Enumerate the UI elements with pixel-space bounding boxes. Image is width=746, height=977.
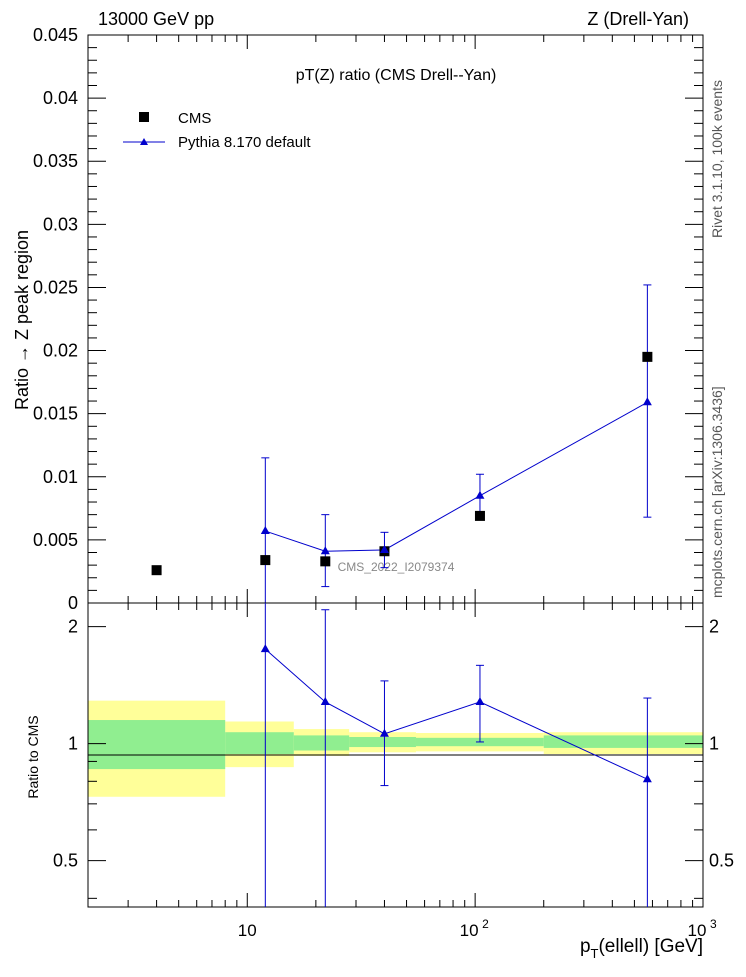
- y-tick-label: 0.045: [33, 25, 78, 45]
- pythia-point: [475, 490, 485, 499]
- y-tick-label: 0.015: [33, 404, 78, 424]
- uncertainty-band-inner: [543, 735, 703, 748]
- ratio-y-axis-label: Ratio to CMS: [25, 715, 41, 798]
- ratio-x-ticks: 10 10 2 10 3: [87, 603, 717, 940]
- main-y-axis-label: Ratio → Z peak region: [12, 230, 32, 410]
- ratio-point: [320, 696, 330, 705]
- legend-cms-marker: [139, 112, 149, 122]
- x-tick-label-exponent: 3: [710, 917, 717, 931]
- main-y-ticks: 0 0.005 0.01 0.015 0.02 0.025 0.03 0.035 0.04 0.0…: [33, 25, 703, 613]
- ratio-bands: [88, 700, 703, 797]
- y-tick-label: 0: [68, 593, 78, 613]
- pythia-point: [379, 544, 389, 553]
- pythia-point: [642, 397, 652, 406]
- cms-point: [320, 556, 331, 567]
- ratio-y-ticks: 0.5 0.5 1 1 2 2: [53, 617, 734, 899]
- y-tick-label: 0.04: [43, 88, 78, 108]
- uncertainty-band-inner: [293, 735, 350, 751]
- cms-point: [642, 351, 653, 362]
- x-tick-label-exponent: 2: [482, 917, 489, 931]
- x-tick-label: 10: [460, 921, 479, 940]
- uncertainty-band-inner: [225, 732, 294, 755]
- cms-point: [474, 510, 485, 521]
- ratio-y-tick-label-right: 2: [709, 617, 719, 637]
- main-x-ticks: [87, 35, 694, 603]
- ratio-y-tick-label: 2: [68, 617, 78, 637]
- rivet-label: Rivet 3.1.10, 100k events: [709, 80, 725, 238]
- main-panel: 0 0.005 0.01 0.015 0.02 0.025 0.03 0.035 0.04 0.0…: [12, 25, 704, 613]
- x-axis-label-rest: (ellell) [GeV]: [598, 936, 703, 957]
- x-tick-label: 10: [688, 921, 707, 940]
- uncertainty-band-inner: [349, 737, 416, 748]
- legend-pythia-label: Pythia 8.170 default: [178, 134, 311, 151]
- x-tick-label: 10: [238, 921, 257, 940]
- y-tick-label: 0.01: [43, 467, 78, 487]
- cms-point: [260, 555, 271, 566]
- source-label: mcplots.cern.ch [arXiv:1306.3436]: [709, 386, 725, 598]
- ratio-y-tick-label-right: 0.5: [709, 851, 734, 871]
- legend-pythia-marker: [140, 138, 148, 145]
- main-series: [151, 284, 653, 604]
- ratio-point: [260, 644, 270, 653]
- x-axis-label: pT(ellell) [GeV]: [580, 936, 703, 961]
- pythia-point: [260, 526, 270, 535]
- ratio-y-tick-label: 1: [68, 734, 78, 754]
- x-axis-label-p: p: [580, 936, 591, 957]
- analysis-watermark: CMS_2022_I2079374: [338, 560, 455, 574]
- legend: CMS Pythia 8.170 default: [123, 110, 311, 151]
- ratio-y-tick-label-right: 1: [709, 734, 719, 754]
- pythia-point: [320, 546, 330, 555]
- header-left: 13000 GeV pp: [98, 9, 214, 29]
- ratio-series: [260, 603, 652, 907]
- ratio-point: [379, 728, 389, 737]
- ratio-y-tick-label: 0.5: [53, 851, 78, 871]
- ratio-point: [475, 696, 485, 705]
- chart-title: pT(Z) ratio (CMS Drell--Yan): [296, 67, 497, 84]
- header-right: Z (Drell-Yan): [587, 9, 689, 29]
- ratio-frame: [87, 602, 704, 908]
- y-tick-label: 0.03: [43, 214, 78, 234]
- y-tick-label: 0.005: [33, 530, 78, 550]
- ratio-point: [642, 774, 652, 783]
- x-axis-label-sub: T: [591, 946, 599, 961]
- cms-point: [151, 565, 162, 576]
- y-tick-label: 0.025: [33, 277, 78, 297]
- legend-cms-label: CMS: [178, 110, 211, 127]
- ratio-panel: 0.5 0.51 12 2 10 10 2 10 3 Ratio to CMS pT(elle…: [25, 602, 734, 961]
- y-tick-label: 0.035: [33, 151, 78, 171]
- uncertainty-band-inner: [88, 720, 226, 770]
- y-tick-label: 0.02: [43, 341, 78, 361]
